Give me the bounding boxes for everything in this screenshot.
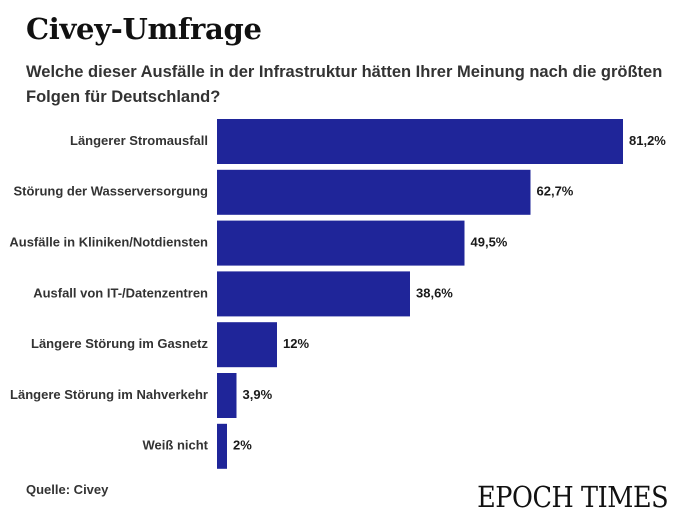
category-label: Längere Störung im Nahverkehr (10, 387, 208, 402)
value-label: 49,5% (471, 235, 508, 250)
bar (217, 322, 277, 368)
value-label: 12% (283, 336, 309, 351)
source-note: Quelle: Civey (26, 482, 109, 497)
epoch-times-logo: EPOCH TIMES (476, 480, 669, 514)
category-label: Ausfall von IT-/Datenzentren (33, 285, 208, 300)
category-label: Störung der Wasserversorgung (13, 184, 208, 199)
value-label: 62,7% (537, 184, 574, 199)
bar (217, 271, 410, 317)
bar (217, 220, 465, 266)
bar (217, 423, 227, 469)
value-label: 38,6% (416, 285, 453, 300)
chart-title: Civey-Umfrage (26, 12, 262, 46)
value-label: 3,9% (243, 387, 273, 402)
chart-subtitle: Welche dieser Ausfälle in der Infrastruk… (26, 63, 663, 106)
category-label: Ausfälle in Kliniken/Notdiensten (9, 235, 208, 250)
bar (217, 373, 237, 418)
category-label: Längere Störung im Gasnetz (31, 336, 208, 351)
bar (217, 169, 531, 215)
category-label: Weiß nicht (143, 438, 209, 453)
category-label: Längerer Stromausfall (70, 133, 208, 148)
value-label: 81,2% (629, 133, 666, 148)
bar (217, 119, 623, 164)
value-label: 2% (233, 438, 252, 453)
